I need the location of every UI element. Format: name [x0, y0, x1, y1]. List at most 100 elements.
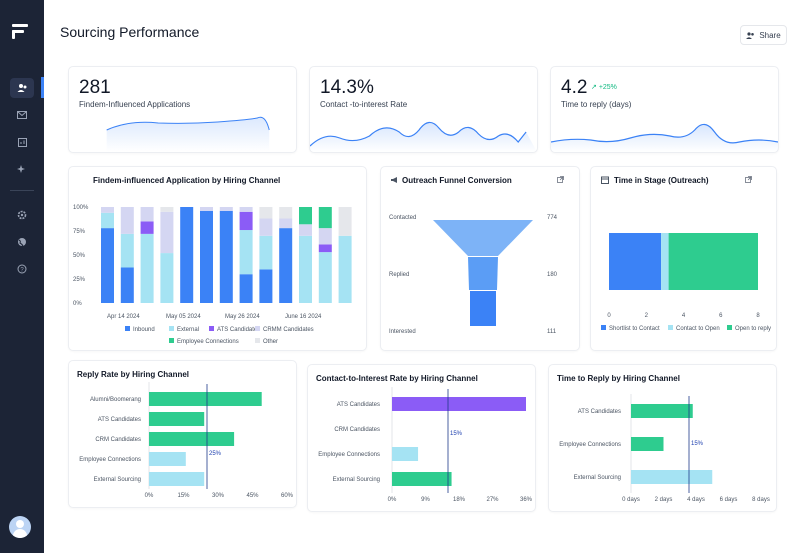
x-tick-label: 8	[756, 313, 760, 319]
stacked-bar-segment	[219, 207, 233, 211]
category-label: External Sourcing	[574, 475, 621, 481]
legend-swatch	[255, 326, 260, 331]
reference-label: 15%	[691, 441, 704, 447]
time-to-reply-chart: ATS Candidates Employee Connections Extern…	[559, 394, 770, 503]
kpi-value: 4.2	[561, 77, 588, 98]
contact-interest-card: Contact-to-Interest Rate by Hiring Chann…	[307, 364, 536, 512]
x-tick-label: 6 days	[720, 497, 738, 503]
stacked-bar-segment	[101, 228, 114, 303]
bar	[149, 412, 205, 426]
category-label: ATS Candidates	[337, 402, 380, 408]
globe-icon[interactable]	[10, 232, 34, 252]
kpi-label: Time to reply (days)	[561, 100, 632, 109]
legend-label: Shortlist to Contact	[609, 326, 660, 332]
external-link-icon[interactable]	[557, 176, 564, 185]
x-tick-label: Apr 14 2024	[107, 314, 140, 320]
reference-label: 25%	[209, 451, 222, 457]
bar	[392, 472, 452, 486]
legend-label: Other	[263, 339, 278, 345]
users-icon[interactable]	[10, 78, 34, 98]
kpi-delta: ↗ +25%	[591, 84, 617, 91]
stacked-bar-segment	[318, 244, 332, 253]
category-label: ATS Candidates	[578, 409, 621, 415]
stacked-bar-segment	[160, 207, 174, 212]
category-label: External Sourcing	[333, 477, 380, 483]
funnel-stage-contacted	[433, 220, 533, 256]
stacked-bar-segment	[259, 235, 273, 270]
stacked-bar-segment	[299, 235, 312, 303]
stacked-bar-segment	[259, 207, 273, 219]
stacked-bar-segment	[318, 252, 332, 303]
external-link-icon[interactable]	[745, 176, 752, 185]
legend-swatch	[601, 325, 606, 330]
bar	[631, 470, 713, 484]
bar	[149, 432, 235, 446]
findem-logo[interactable]	[12, 22, 30, 40]
x-tick-label: 6	[719, 313, 723, 319]
x-tick-label: May 26 2024	[225, 314, 260, 320]
stacked-bar-segment	[239, 230, 253, 275]
help-icon[interactable]: ?	[10, 259, 34, 279]
x-tick-label: 30%	[212, 493, 225, 499]
funnel-label: Replied	[389, 272, 409, 278]
x-tick-label: 18%	[453, 497, 466, 503]
chart-title: Reply Rate by Hiring Channel	[77, 370, 190, 379]
stacked-bar-segment	[259, 269, 273, 303]
x-tick-label: 0 days	[622, 497, 640, 503]
stacked-bar-segment	[140, 221, 154, 234]
time-in-stage-card: Time in Stage (Outreach) 0 2 4 6 8 Shortlist …	[590, 166, 777, 351]
bar	[392, 397, 526, 411]
legend-label: ATS Candidates	[217, 327, 260, 333]
megaphone-icon	[391, 176, 399, 186]
legend-label: Employee Connections	[177, 339, 239, 345]
x-tick-label: 27%	[486, 497, 499, 503]
kpi-label: Findem-Influenced Applications	[79, 100, 191, 109]
bar	[392, 447, 419, 461]
stacked-bar-segment	[120, 267, 134, 303]
share-label: Share	[759, 30, 781, 40]
settings-icon[interactable]	[10, 205, 34, 225]
x-tick-label: 45%	[246, 493, 259, 499]
funnel-stage-interested	[470, 291, 496, 326]
stacked-bar-segment	[239, 211, 253, 231]
chart-title: Outreach Funnel Conversion	[402, 176, 512, 185]
category-label: ATS Candidates	[98, 417, 141, 423]
x-tick-label: 4	[682, 313, 686, 319]
legend-label: CRMM Candidates	[263, 327, 314, 333]
svg-text:?: ?	[20, 267, 24, 273]
category-label: Employee Connections	[318, 452, 380, 458]
bar	[149, 452, 186, 466]
kpi-delta-value: +25%	[598, 84, 617, 91]
stacked-bar-segment	[338, 207, 352, 236]
page-title: Sourcing Performance	[60, 24, 200, 40]
calendar-icon	[601, 176, 609, 186]
stacked-bar-segment	[101, 207, 114, 213]
stacked-bar-segment	[200, 210, 213, 303]
reports-icon[interactable]	[10, 132, 34, 152]
kpi-card-contact-interest: 14.3% Contact -to-interest Rate	[309, 66, 538, 153]
stacked-bar-segment	[279, 218, 293, 229]
stacked-bar-segment	[338, 235, 352, 303]
stacked-bar-segment	[180, 207, 194, 303]
sparkle-icon[interactable]	[10, 159, 34, 179]
kpi-card-applications: 281 Findem-Influenced Applications	[68, 66, 297, 153]
x-tick-label: 15%	[177, 493, 190, 499]
kpi-value: 14.3%	[320, 77, 374, 98]
stacked-bar-segment	[239, 274, 253, 303]
x-tick-label: 8 days	[752, 497, 770, 503]
stacked-bar-segment	[140, 207, 154, 222]
avatar[interactable]	[9, 516, 31, 538]
stacked-bar-segment	[299, 207, 312, 225]
time-to-reply-card: Time to Reply by Hiring Channel ATS Cand…	[548, 364, 777, 512]
share-button[interactable]: Share	[740, 25, 787, 45]
mail-icon[interactable]	[10, 105, 34, 125]
kpi-card-time-to-reply: 4.2 ↗ +25% Time to reply (days)	[550, 66, 779, 153]
category-label: Employee Connections	[79, 457, 141, 463]
stage-bar-segment	[661, 233, 669, 290]
time-in-stage-chart: 0 2 4 6 8 Shortlist to Contact Contact to Open…	[601, 233, 771, 332]
y-tick-label: 50%	[73, 253, 86, 259]
funnel-chart-card: Outreach Funnel Conversion Contacted Rep…	[380, 166, 580, 351]
contact-interest-chart: ATS Candidates CRM Candidates Employee Con…	[318, 387, 533, 503]
stage-bar-segment	[609, 233, 662, 290]
nav-divider	[10, 190, 34, 191]
